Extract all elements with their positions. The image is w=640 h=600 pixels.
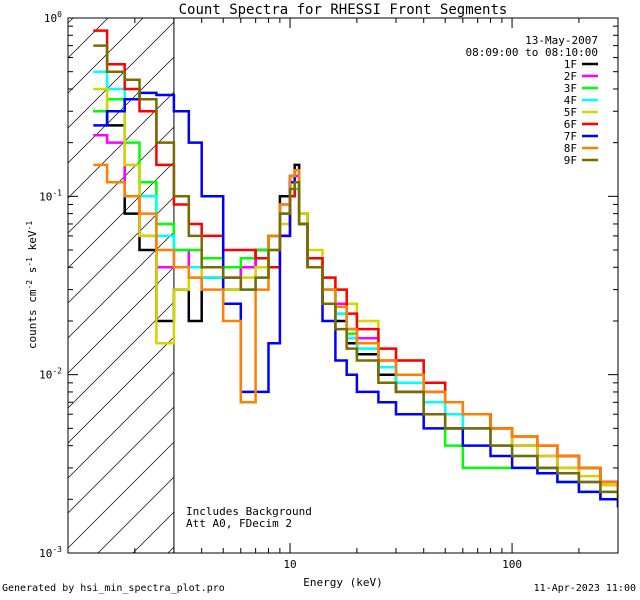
x-tick-label: 100 — [502, 558, 522, 571]
hatched-region — [0, 0, 618, 553]
legend-label-7f: 7F — [564, 130, 577, 143]
legend-label-2f: 2F — [564, 70, 577, 83]
legend-label-8f: 8F — [564, 142, 577, 155]
series-9f — [93, 44, 618, 500]
legend-label-1f: 1F — [564, 58, 577, 71]
hatch-line — [68, 18, 109, 59]
generated-by: Generated by hsi_min_spectra_plot.pro — [2, 583, 225, 594]
hatch-line — [0, 0, 103, 553]
y-tick-label: 10-2 — [39, 367, 62, 382]
legend-label-5f: 5F — [564, 106, 577, 119]
annotation-attenuator: Att A0, FDecim 2 — [186, 517, 292, 530]
hatch-line — [68, 18, 179, 129]
y-tick-label: 100 — [44, 10, 62, 25]
y-axis-label: counts cm-2 s-1 keV-1 — [25, 221, 40, 349]
timestamp: 11-Apr-2023 11:00 — [533, 583, 636, 594]
hatch-mask — [173, 18, 618, 553]
time-range-label: 08:09:00 to 08:10:00 — [466, 46, 598, 59]
legend-label-3f: 3F — [564, 82, 577, 95]
plot-frame — [67, 17, 619, 554]
x-axis-label: Energy (keV) — [303, 576, 382, 589]
annotation-background: Includes Background — [186, 505, 312, 518]
legend-label-6f: 6F — [564, 118, 577, 131]
legend-label-9f: 9F — [564, 154, 577, 167]
y-tick-label: 10-3 — [39, 545, 62, 560]
series-layer — [93, 29, 618, 508]
legend-label-4f: 4F — [564, 94, 577, 107]
axes: 10 100 100 10-1 10-2 10-3 — [39, 10, 619, 571]
y-tick-label: 10-1 — [39, 188, 62, 203]
hatch-line — [68, 18, 74, 24]
chart-title: Count Spectra for RHESSI Front Segments — [179, 2, 508, 18]
x-tick-label: 10 — [283, 558, 296, 571]
date-label: 13-May-2007 — [525, 34, 598, 47]
